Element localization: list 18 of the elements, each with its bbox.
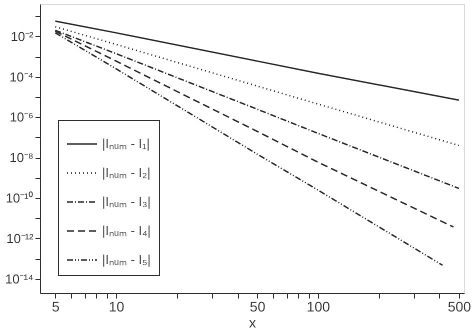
y-tick-label: 10⁻¹⁰	[6, 190, 34, 206]
x-tick-label: 100	[306, 298, 330, 314]
y-tick-label: 10⁻¹⁴	[5, 271, 34, 286]
x-tick-label: 10	[108, 298, 125, 314]
y-tick-label: 10⁻⁸	[10, 150, 34, 166]
legend-label: |Iₙᵤₘ - I₃|	[102, 194, 151, 209]
x-axis-title: x	[249, 314, 256, 330]
y-tick-label: 10⁻¹²	[6, 230, 34, 246]
legend-label: |Iₙᵤₘ - I₂|	[102, 165, 151, 180]
legend-label: |Iₙᵤₘ - I₄|	[102, 223, 151, 238]
x-tick-label: 500	[448, 298, 472, 314]
legend-label: |Iₙᵤₘ - I₁|	[102, 136, 150, 151]
y-tick-label: 10⁻⁴	[9, 69, 34, 84]
y-tick-label: 10⁻²	[10, 28, 34, 44]
y-tick-label: 10⁻⁶	[10, 110, 34, 125]
x-tick-label: 50	[250, 298, 266, 314]
legend-label: |Iₙᵤₘ - I₅|	[102, 252, 151, 267]
x-tick-label: 5	[52, 298, 60, 314]
